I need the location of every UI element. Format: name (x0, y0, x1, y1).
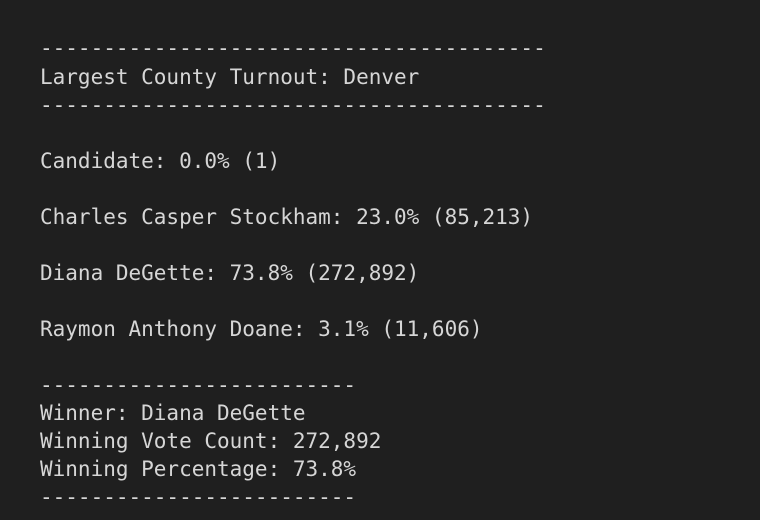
candidate-result-line: Candidate: 0.0% (1) (40, 149, 281, 173)
separator-line: ---------------------------------------- (40, 36, 546, 60)
candidate-result-line: Charles Casper Stockham: 23.0% (85,213) (40, 205, 534, 229)
separator-line: ---------------------------------------- (40, 93, 546, 117)
winning-vote-count-line: Winning Vote Count: 272,892 (40, 429, 382, 453)
candidate-result-line: Diana DeGette: 73.8% (272,892) (40, 261, 420, 285)
largest-county-line: Largest County Turnout: Denver (40, 65, 420, 89)
candidate-result-line: Raymon Anthony Doane: 3.1% (11,606) (40, 317, 483, 341)
winner-line: Winner: Diana DeGette (40, 401, 306, 425)
winning-percentage-line: Winning Percentage: 73.8% (40, 457, 357, 481)
separator-line: ------------------------- (40, 373, 357, 397)
separator-line: ------------------------- (40, 485, 357, 509)
